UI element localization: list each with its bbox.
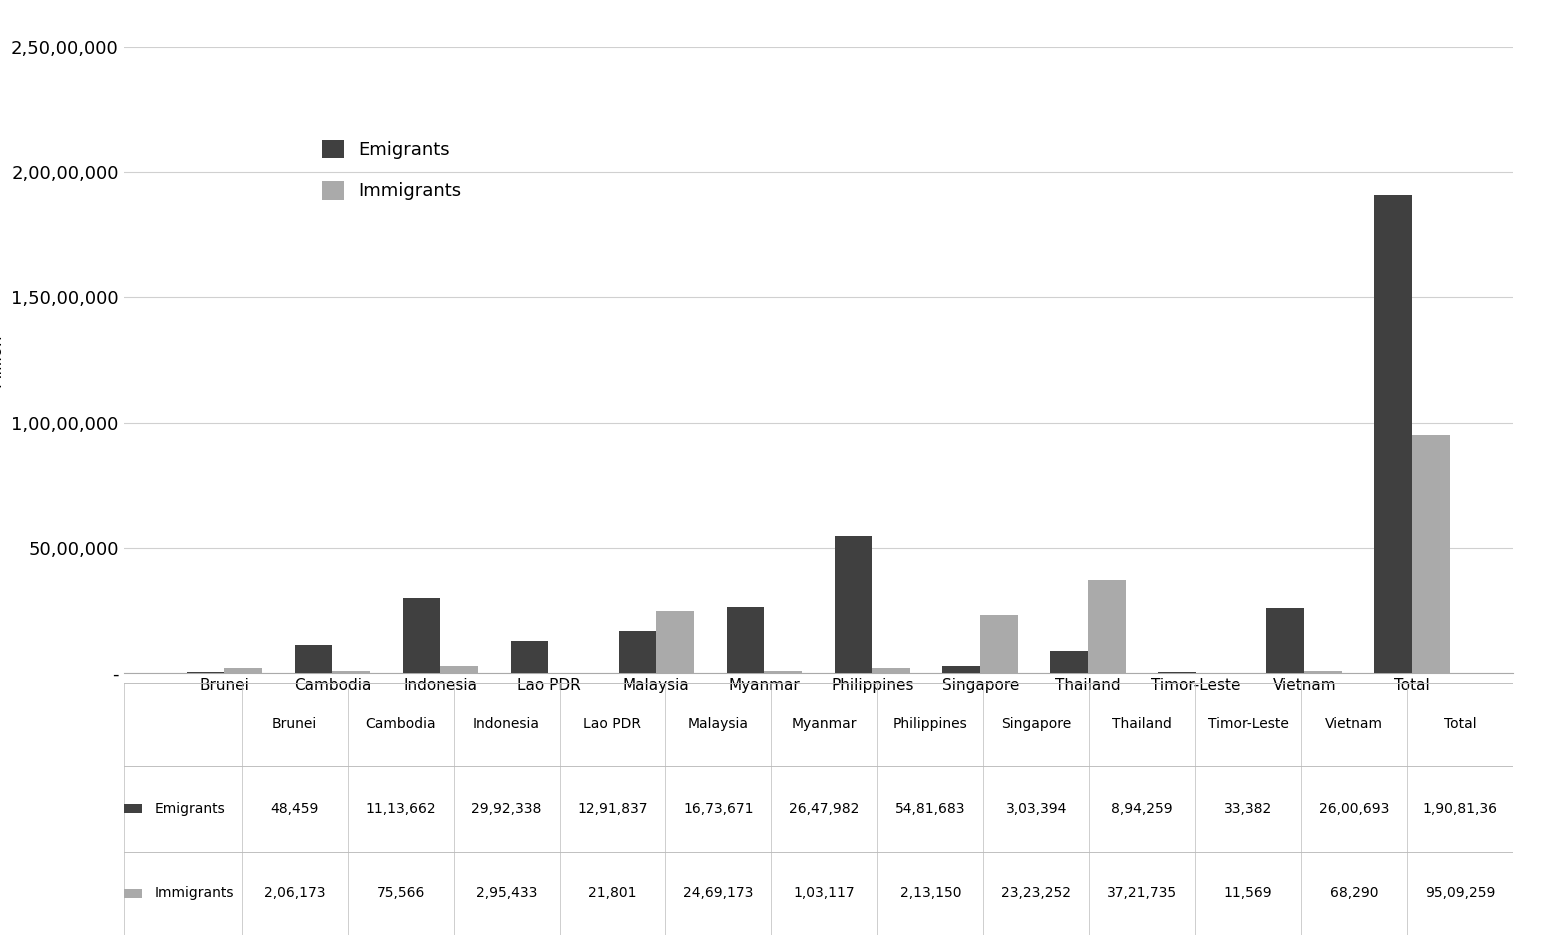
Text: Lao PDR: Lao PDR — [584, 717, 641, 731]
Text: 11,569: 11,569 — [1224, 886, 1272, 900]
Bar — [295, 645, 332, 673]
Text: Philippines: Philippines — [892, 717, 968, 731]
Text: 23,23,252: 23,23,252 — [1002, 886, 1072, 900]
Text: Vietnam: Vietnam — [1325, 717, 1383, 731]
Text: 8,94,259: 8,94,259 — [1112, 802, 1173, 815]
Bar — [834, 536, 872, 673]
Text: Timor-Leste: Timor-Leste — [1207, 717, 1289, 731]
Text: 26,00,693: 26,00,693 — [1319, 802, 1390, 815]
Bar — [187, 672, 224, 673]
Text: 2,06,173: 2,06,173 — [264, 886, 326, 900]
Text: 16,73,671: 16,73,671 — [682, 802, 753, 815]
Bar — [980, 615, 1017, 673]
Bar — [872, 668, 909, 673]
Text: 54,81,683: 54,81,683 — [896, 802, 965, 815]
Legend: Emigrants, Immigrants: Emigrants, Immigrants — [313, 131, 471, 209]
Y-axis label: Million: Million — [0, 333, 5, 387]
Text: Malaysia: Malaysia — [689, 717, 749, 731]
Bar — [1305, 671, 1342, 673]
Text: Myanmar: Myanmar — [792, 717, 857, 731]
Text: 75,566: 75,566 — [377, 886, 425, 900]
Bar — [656, 611, 695, 673]
Text: 68,290: 68,290 — [1329, 886, 1379, 900]
Bar — [511, 640, 548, 673]
Bar — [1050, 651, 1089, 673]
Text: 33,382: 33,382 — [1224, 802, 1272, 815]
Text: Total: Total — [1444, 717, 1476, 731]
Bar — [1089, 580, 1126, 673]
Text: 21,801: 21,801 — [588, 886, 636, 900]
Text: Indonesia: Indonesia — [472, 717, 540, 731]
Text: Emigrants: Emigrants — [154, 802, 225, 815]
FancyBboxPatch shape — [100, 804, 142, 813]
Text: 95,09,259: 95,09,259 — [1425, 886, 1495, 900]
Text: 1,03,117: 1,03,117 — [794, 886, 855, 900]
Bar — [1374, 195, 1413, 673]
Text: Cambodia: Cambodia — [366, 717, 435, 731]
Text: Thailand: Thailand — [1112, 717, 1172, 731]
Bar — [332, 671, 371, 673]
Bar — [727, 607, 764, 673]
Text: 2,13,150: 2,13,150 — [900, 886, 960, 900]
Bar — [1413, 435, 1450, 673]
Bar — [224, 668, 262, 673]
Text: 29,92,338: 29,92,338 — [471, 802, 542, 815]
Bar — [1266, 608, 1305, 673]
Text: Brunei: Brunei — [272, 717, 317, 731]
Bar — [440, 666, 479, 673]
Bar — [403, 598, 440, 673]
Text: Singapore: Singapore — [1001, 717, 1072, 731]
Text: 26,47,982: 26,47,982 — [789, 802, 860, 815]
Bar — [764, 670, 803, 673]
Bar — [619, 631, 656, 673]
Text: 1,90,81,36: 1,90,81,36 — [1422, 802, 1498, 815]
Text: 24,69,173: 24,69,173 — [684, 886, 753, 900]
Text: 12,91,837: 12,91,837 — [577, 802, 648, 815]
FancyBboxPatch shape — [100, 889, 142, 898]
Text: Immigrants: Immigrants — [154, 886, 235, 900]
Text: 2,95,433: 2,95,433 — [476, 886, 537, 900]
Text: 37,21,735: 37,21,735 — [1107, 886, 1178, 900]
Text: 11,13,662: 11,13,662 — [366, 802, 435, 815]
Text: 48,459: 48,459 — [270, 802, 318, 815]
Text: 3,03,394: 3,03,394 — [1005, 802, 1067, 815]
Bar — [942, 666, 980, 673]
